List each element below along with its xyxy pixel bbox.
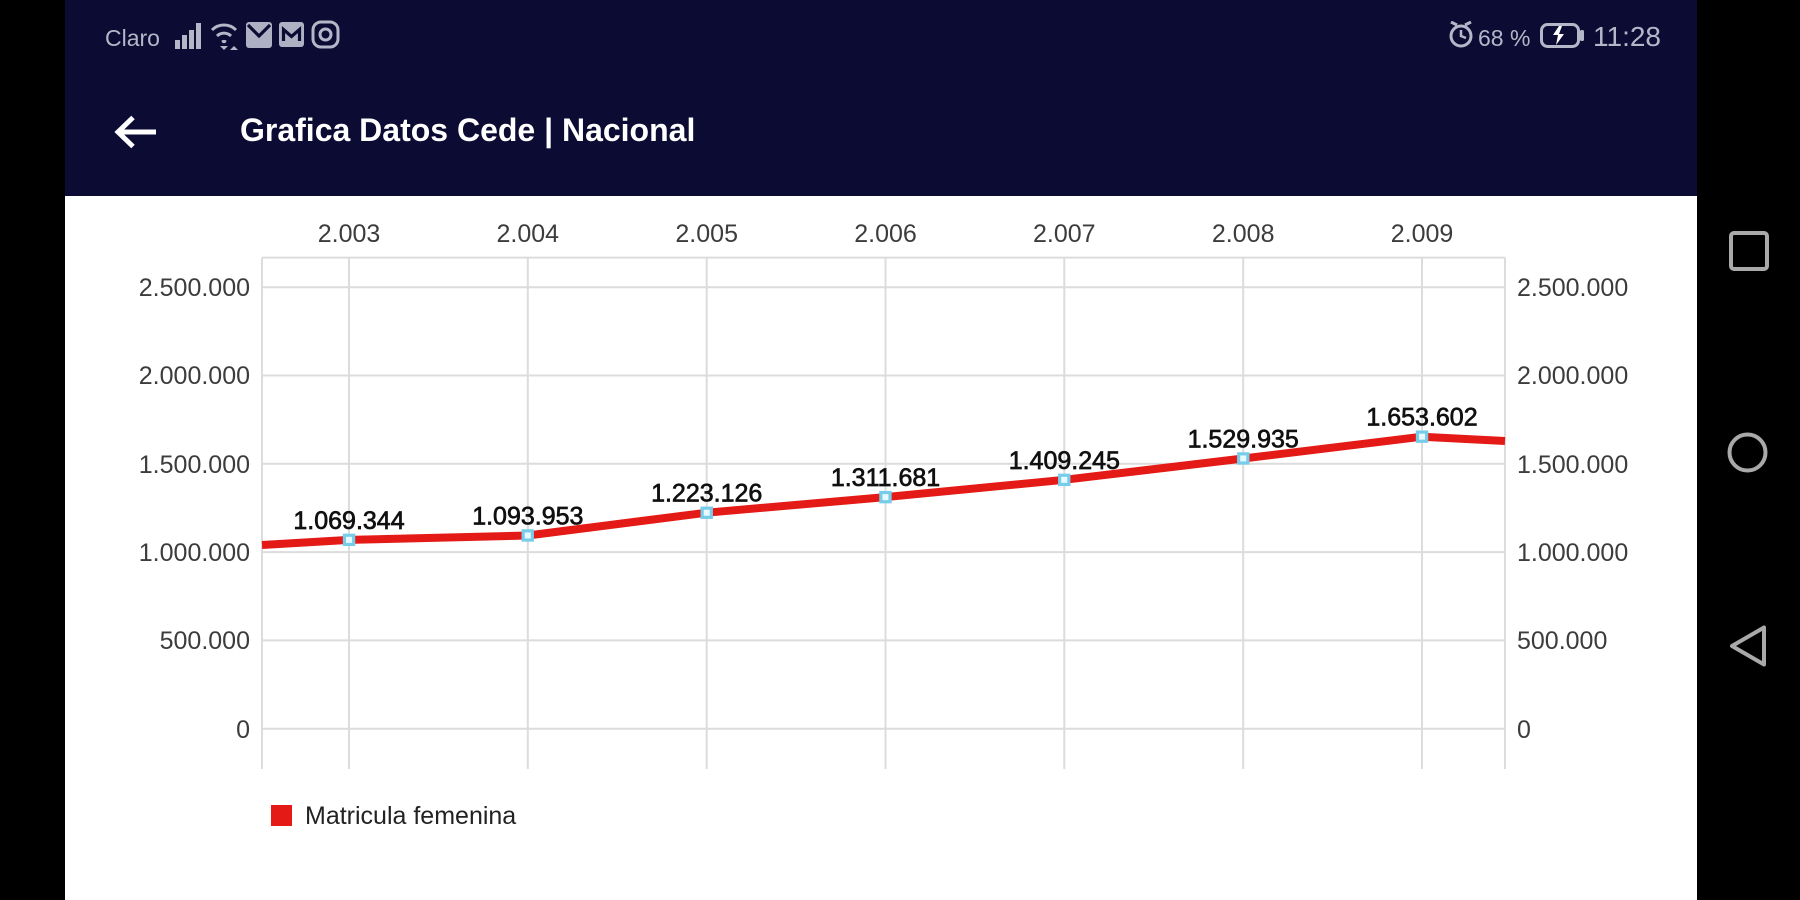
svg-text:2.500.000: 2.500.000 (139, 274, 250, 302)
svg-text:2.000.000: 2.000.000 (139, 362, 250, 390)
svg-text:2.007: 2.007 (1033, 220, 1096, 248)
svg-text:2.006: 2.006 (854, 220, 917, 248)
svg-text:1.500.000: 1.500.000 (1517, 451, 1628, 479)
svg-text:0: 0 (1517, 716, 1531, 744)
svg-text:1.223.126: 1.223.126 (651, 480, 762, 508)
svg-text:1.069.344: 1.069.344 (293, 507, 404, 535)
svg-text:1.000.000: 1.000.000 (1517, 539, 1628, 567)
svg-text:2.003: 2.003 (318, 220, 381, 248)
svg-text:1.653.602: 1.653.602 (1366, 404, 1477, 432)
svg-text:500.000: 500.000 (160, 627, 250, 655)
svg-text:1.311.681: 1.311.681 (831, 464, 940, 492)
svg-text:0: 0 (236, 716, 250, 744)
svg-text:1.000.000: 1.000.000 (139, 539, 250, 567)
svg-text:1.529.935: 1.529.935 (1188, 426, 1299, 454)
svg-text:2.000.000: 2.000.000 (1517, 362, 1628, 390)
svg-text:2.009: 2.009 (1391, 220, 1454, 248)
svg-text:500.000: 500.000 (1517, 627, 1607, 655)
svg-text:1.409.245: 1.409.245 (1009, 447, 1120, 475)
svg-text:2.008: 2.008 (1212, 220, 1275, 248)
svg-text:1.500.000: 1.500.000 (139, 451, 250, 479)
svg-text:Matricula femenina: Matricula femenina (305, 802, 516, 830)
svg-text:2.500.000: 2.500.000 (1517, 274, 1628, 302)
svg-text:1.093.953: 1.093.953 (472, 503, 583, 531)
svg-text:2.004: 2.004 (497, 220, 560, 248)
svg-text:2.005: 2.005 (675, 220, 738, 248)
